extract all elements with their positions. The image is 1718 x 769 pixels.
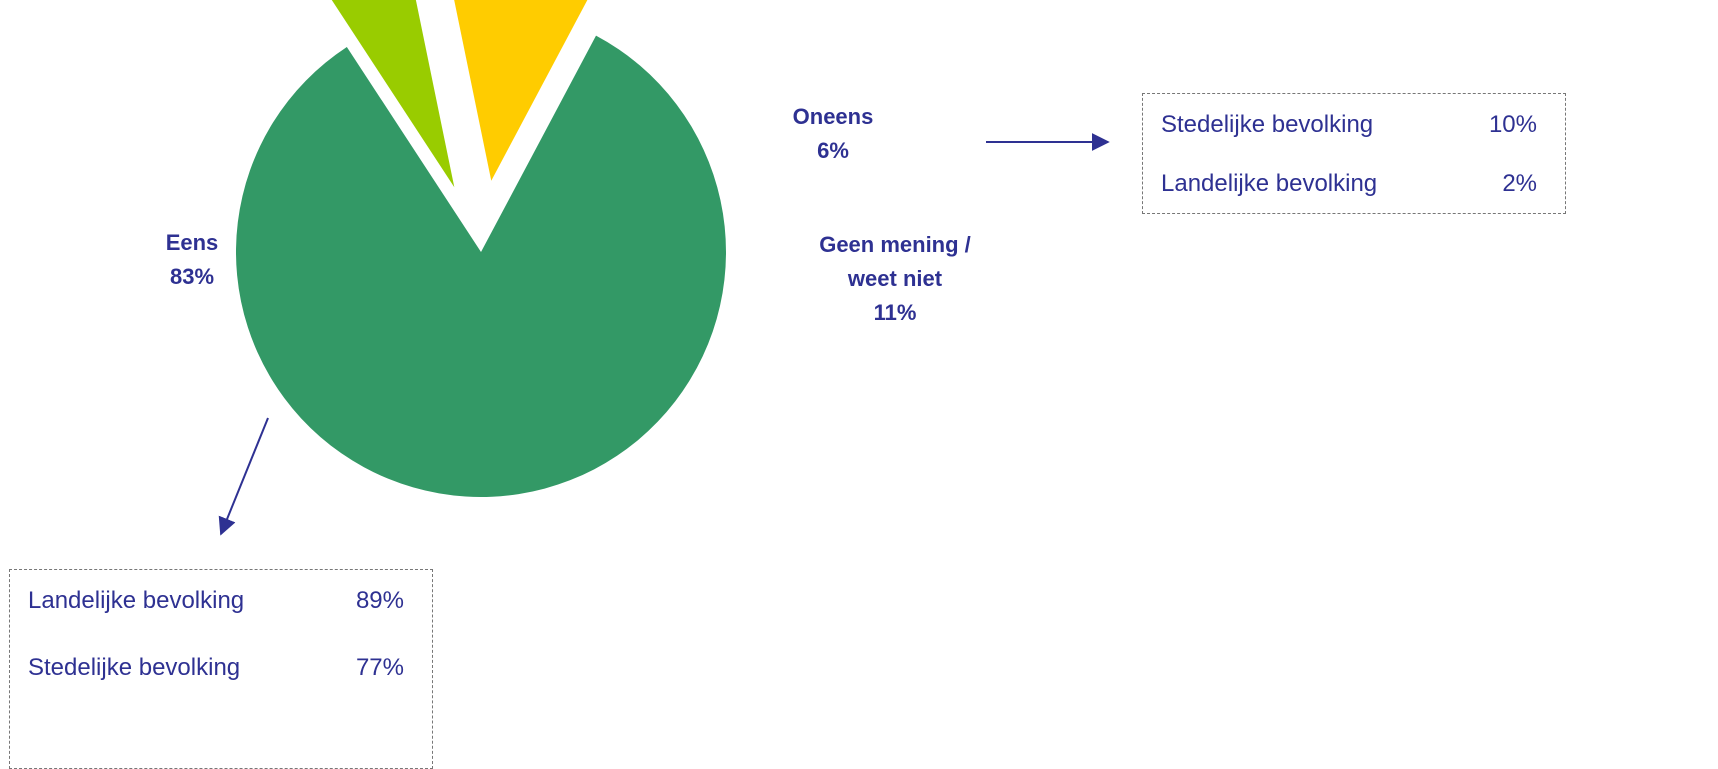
eens-arrow (218, 417, 269, 536)
breakdown-row-value: 2% (1502, 170, 1537, 197)
slice-label-oneens: Oneens 6% (783, 100, 883, 168)
slice-label-eens-pct: 83% (169, 264, 215, 289)
breakdown-row-label: Stedelijke bevolking (28, 654, 241, 681)
breakdown-row: Stedelijke bevolking 10% (1143, 105, 1565, 145)
slice-label-geen-line2: weet niet (847, 266, 943, 291)
pie-slice-oneens (331, 0, 455, 188)
pie-slice-geen-mening-weet-niet (454, 0, 588, 181)
breakdown-row-label: Landelijke bevolking (28, 587, 245, 614)
breakdown-row-value: 77% (355, 654, 404, 681)
oneens-breakdown-box: Stedelijke bevolking 10% Landelijke bevo… (1142, 93, 1566, 214)
breakdown-row: Stedelijke bevolking 77% (10, 648, 432, 688)
pie-slice-eens (235, 35, 726, 497)
breakdown-row-value: 89% (355, 587, 404, 614)
breakdown-row-value: 10% (1488, 111, 1537, 138)
eens-breakdown-box: Landelijke bevolking 89% Stedelijke bevo… (9, 569, 433, 769)
breakdown-row: Landelijke bevolking 89% (10, 581, 432, 621)
breakdown-row: Landelijke bevolking 2% (1143, 164, 1565, 204)
slice-label-oneens-pct: 6% (817, 138, 849, 163)
slice-label-eens: Eens 83% (152, 226, 232, 294)
slice-label-geen-pct: 11% (873, 300, 917, 325)
breakdown-row-label: Landelijke bevolking (1161, 170, 1378, 197)
slice-label-eens-name: Eens (165, 230, 219, 255)
slice-label-oneens-name: Oneens (792, 104, 874, 129)
slice-label-geen-mening: Geen mening / weet niet 11% (800, 228, 990, 330)
slice-label-geen-line1: Geen mening / (819, 232, 971, 257)
breakdown-row-label: Stedelijke bevolking (1161, 111, 1374, 138)
